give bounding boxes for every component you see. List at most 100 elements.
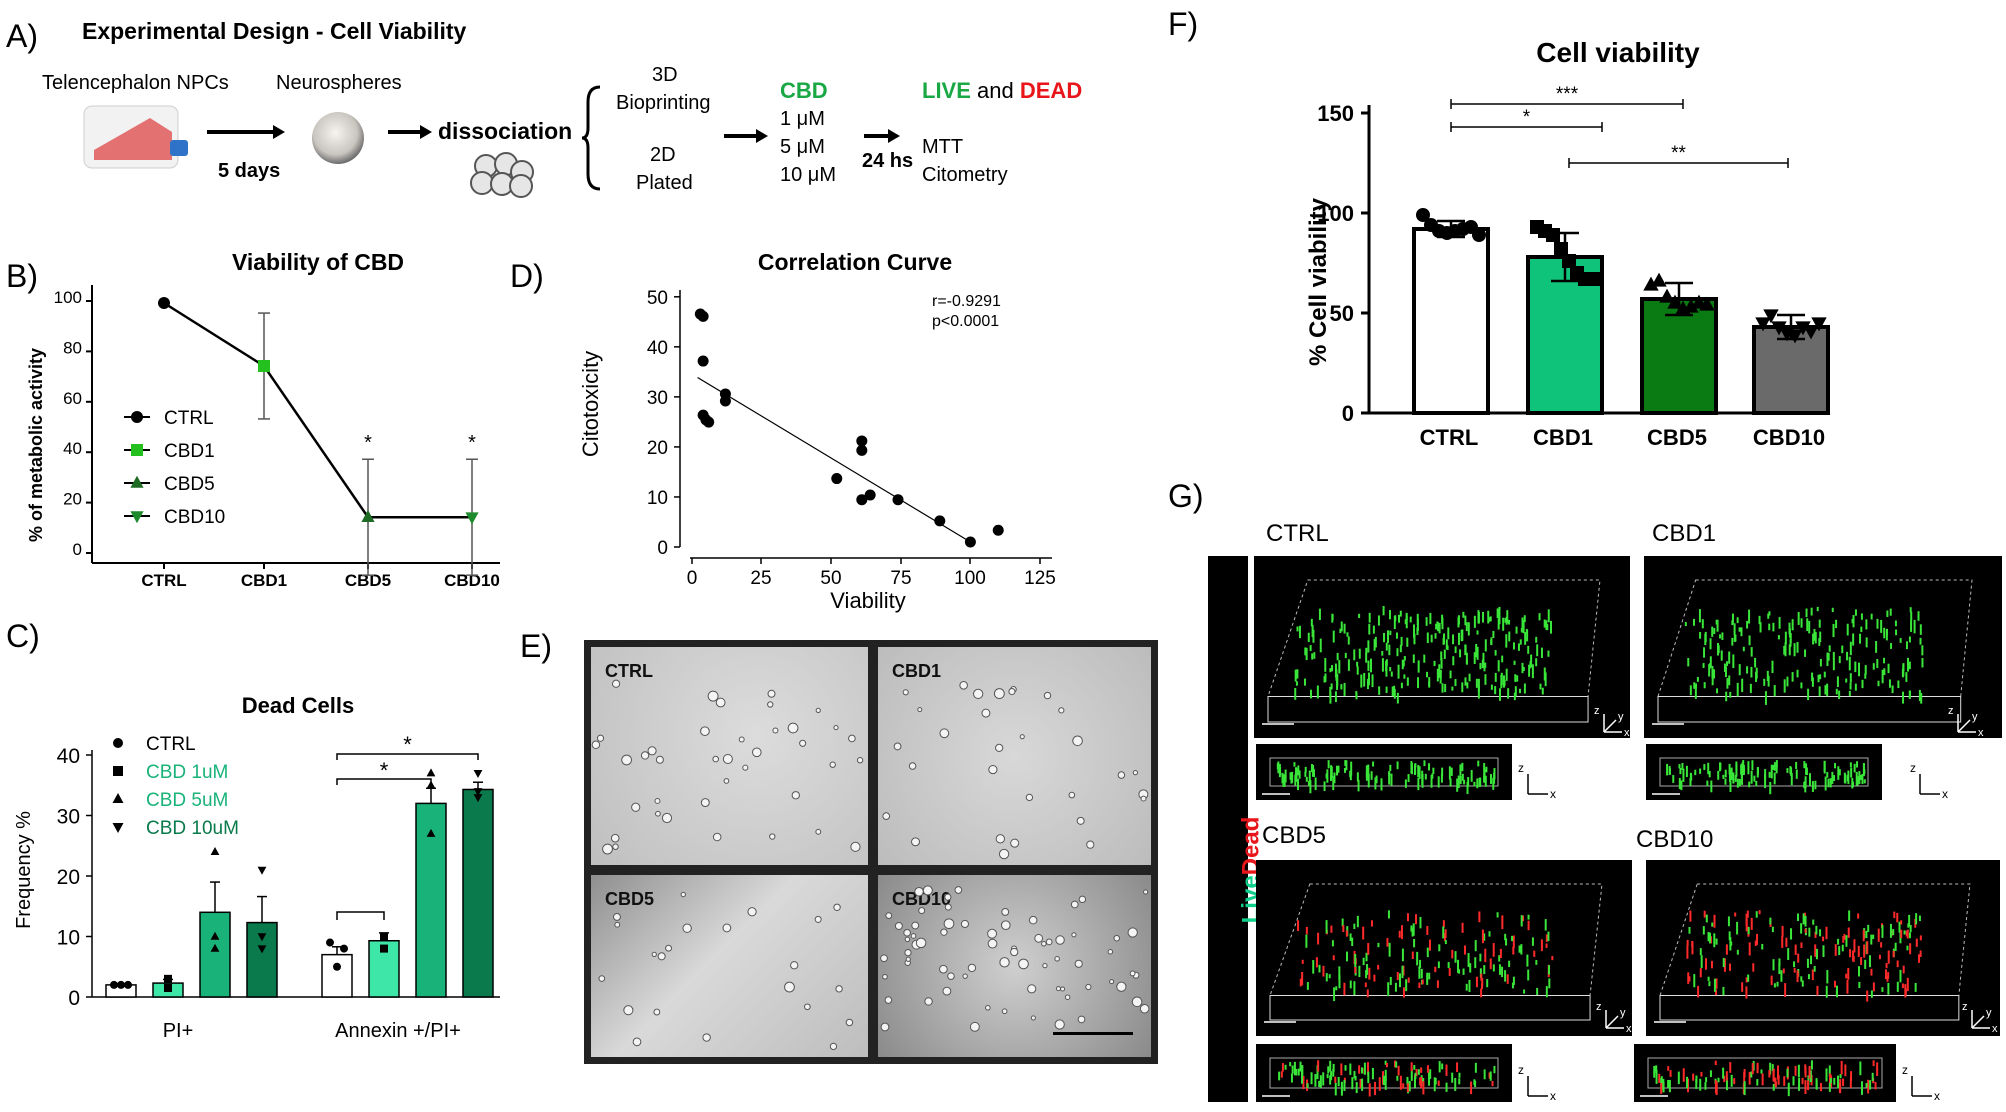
cell (848, 734, 856, 743)
cell (1030, 1015, 1036, 1021)
confocal-signal (1800, 942, 1803, 949)
side-view-signal (1418, 766, 1421, 780)
confocal-signal (1523, 683, 1526, 694)
micrograph-cbd5: CBD5 (588, 872, 871, 1060)
confocal-signal (1885, 628, 1888, 636)
side-view-signal (1833, 1077, 1836, 1085)
side-view-signal (1728, 769, 1731, 781)
cell (596, 734, 605, 742)
confocal-signal (1732, 654, 1735, 669)
cell (1055, 935, 1065, 945)
side-view-signal (1294, 774, 1297, 786)
confocal-signal (1845, 935, 1848, 947)
side-view-signal (1839, 1079, 1842, 1094)
live-dead-label: LIVE and DEAD (922, 78, 1082, 104)
side-view-signal (1861, 773, 1864, 785)
confocal-signal (1478, 911, 1481, 923)
cell (767, 701, 774, 708)
side-view-signal (1803, 761, 1806, 769)
cell (981, 708, 991, 718)
confocal-signal (1898, 921, 1901, 933)
cell (1055, 986, 1061, 992)
confocal-signal (1876, 618, 1879, 629)
confocal-signal (1358, 965, 1361, 978)
side-view-signal (1437, 1080, 1440, 1086)
confocal-signal (1298, 625, 1301, 639)
cell (787, 722, 799, 734)
side-view-signal (1679, 767, 1682, 775)
confocal-signal (1758, 910, 1761, 915)
fit-line (697, 376, 971, 543)
confocal-label-ctrl: CTRL (1266, 520, 1329, 547)
side-view-signal (1725, 1071, 1728, 1081)
confocal-signal (1334, 691, 1337, 703)
confocal-signal (1381, 651, 1384, 656)
confocal-signal (1341, 918, 1344, 927)
side-view-signal (1413, 1065, 1416, 1070)
confocal-signal (1528, 664, 1531, 677)
confocal-signal (1512, 946, 1515, 955)
confocal-signal (1549, 620, 1552, 634)
side-view-signal (1319, 1075, 1322, 1088)
confocal-signal (1508, 960, 1511, 968)
side-view-signal (1330, 766, 1333, 778)
confocal-signal (1297, 920, 1300, 931)
confocal-signal (1312, 629, 1315, 643)
cell (682, 923, 692, 933)
side-view-signal (1838, 769, 1841, 776)
cell (882, 812, 891, 820)
side-view-signal (1380, 778, 1383, 791)
confocal-signal (1826, 970, 1829, 984)
confocal-signal (1426, 671, 1429, 678)
side-view-signal (1297, 778, 1300, 791)
legend-label: CBD1 (164, 441, 215, 462)
side-view-signal (1450, 767, 1453, 776)
cell (829, 1042, 838, 1051)
confocal-signal (1479, 953, 1482, 962)
confocal-signal (1535, 636, 1538, 643)
confocal-box (1659, 883, 1971, 997)
confocal-signal (1719, 634, 1722, 639)
side-view-signal (1862, 763, 1865, 773)
confocal-signal (1385, 686, 1388, 693)
side-view-signal (1700, 1071, 1703, 1077)
confocal-signal (1406, 677, 1409, 686)
cell (1113, 934, 1120, 942)
confocal-signal (1464, 615, 1467, 626)
significance-star: ** (1671, 143, 1686, 164)
side-view-signal (1772, 1068, 1775, 1082)
confocal-signal (1413, 633, 1416, 645)
side-view-signal (1689, 777, 1692, 786)
confocal-signal (1689, 685, 1692, 696)
confocal-signal (1336, 653, 1339, 661)
confocal-signal (1513, 660, 1516, 665)
confocal-signal (1522, 666, 1525, 672)
confocal-signal (1411, 927, 1414, 937)
side-view-signal (1310, 1072, 1313, 1085)
side-view-signal (1706, 780, 1709, 787)
side-view-signal (1345, 760, 1348, 771)
confocal-signal (1358, 613, 1361, 619)
confocal-signal (1847, 968, 1850, 980)
side-view-signal (1729, 1062, 1732, 1073)
confocal-signal (1892, 950, 1895, 958)
side-view-signal (1489, 1071, 1492, 1081)
side-view-signal (1360, 1067, 1363, 1074)
side-view-signal (1278, 1071, 1281, 1081)
confocal-signal (1440, 658, 1443, 669)
confocal-signal (1715, 989, 1718, 996)
confocal-signal (1499, 948, 1502, 958)
cell (700, 798, 710, 808)
legend-marker (112, 823, 124, 833)
confocal-signal (1907, 923, 1910, 928)
confocal-signal (1784, 983, 1787, 998)
x-tick-label: Annexin +/PI+ (335, 1020, 461, 1042)
confocal-signal (1866, 990, 1869, 1002)
citometry-label: Citometry (922, 164, 1008, 186)
data-point (831, 473, 843, 485)
confocal-signal (1846, 651, 1849, 661)
side-view-signal (1658, 1073, 1661, 1083)
axis-x-label: x (1992, 1023, 1998, 1035)
side-view-signal (1768, 1070, 1771, 1078)
confocal-signal (1773, 983, 1776, 988)
